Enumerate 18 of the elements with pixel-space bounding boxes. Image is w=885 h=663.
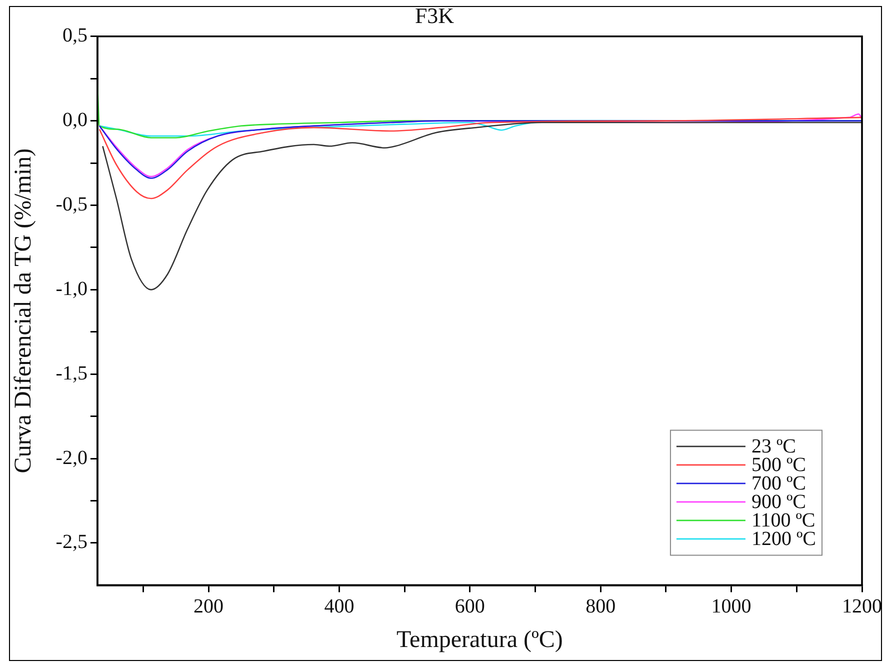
line-series: [102, 122, 862, 290]
x-tick-label: 1000: [711, 595, 752, 618]
x-tick-label: 1200: [842, 595, 882, 618]
x-tick-label: 200: [194, 595, 224, 618]
y-tick-label: -0,5: [56, 194, 88, 216]
y-axis-title: Curva Diferencial da TG (%/min): [10, 148, 37, 474]
y-tick-label: -1,0: [56, 278, 88, 300]
x-tick-label: 600: [454, 595, 485, 618]
y-tick-label: -2,5: [56, 531, 88, 554]
x-tick-label: 400: [324, 595, 354, 618]
y-tick-label: -1,5: [56, 362, 88, 384]
line-series: [98, 116, 862, 200]
y-tick-label: -2,0: [56, 446, 88, 469]
y-tick-label: 0,0: [62, 109, 88, 132]
chart-title: F3K: [414, 2, 454, 28]
x-tick-label: 800: [586, 595, 616, 618]
y-tick-label: 0,5: [62, 24, 88, 47]
x-axis-title: Temperatura (ºC): [396, 626, 563, 653]
